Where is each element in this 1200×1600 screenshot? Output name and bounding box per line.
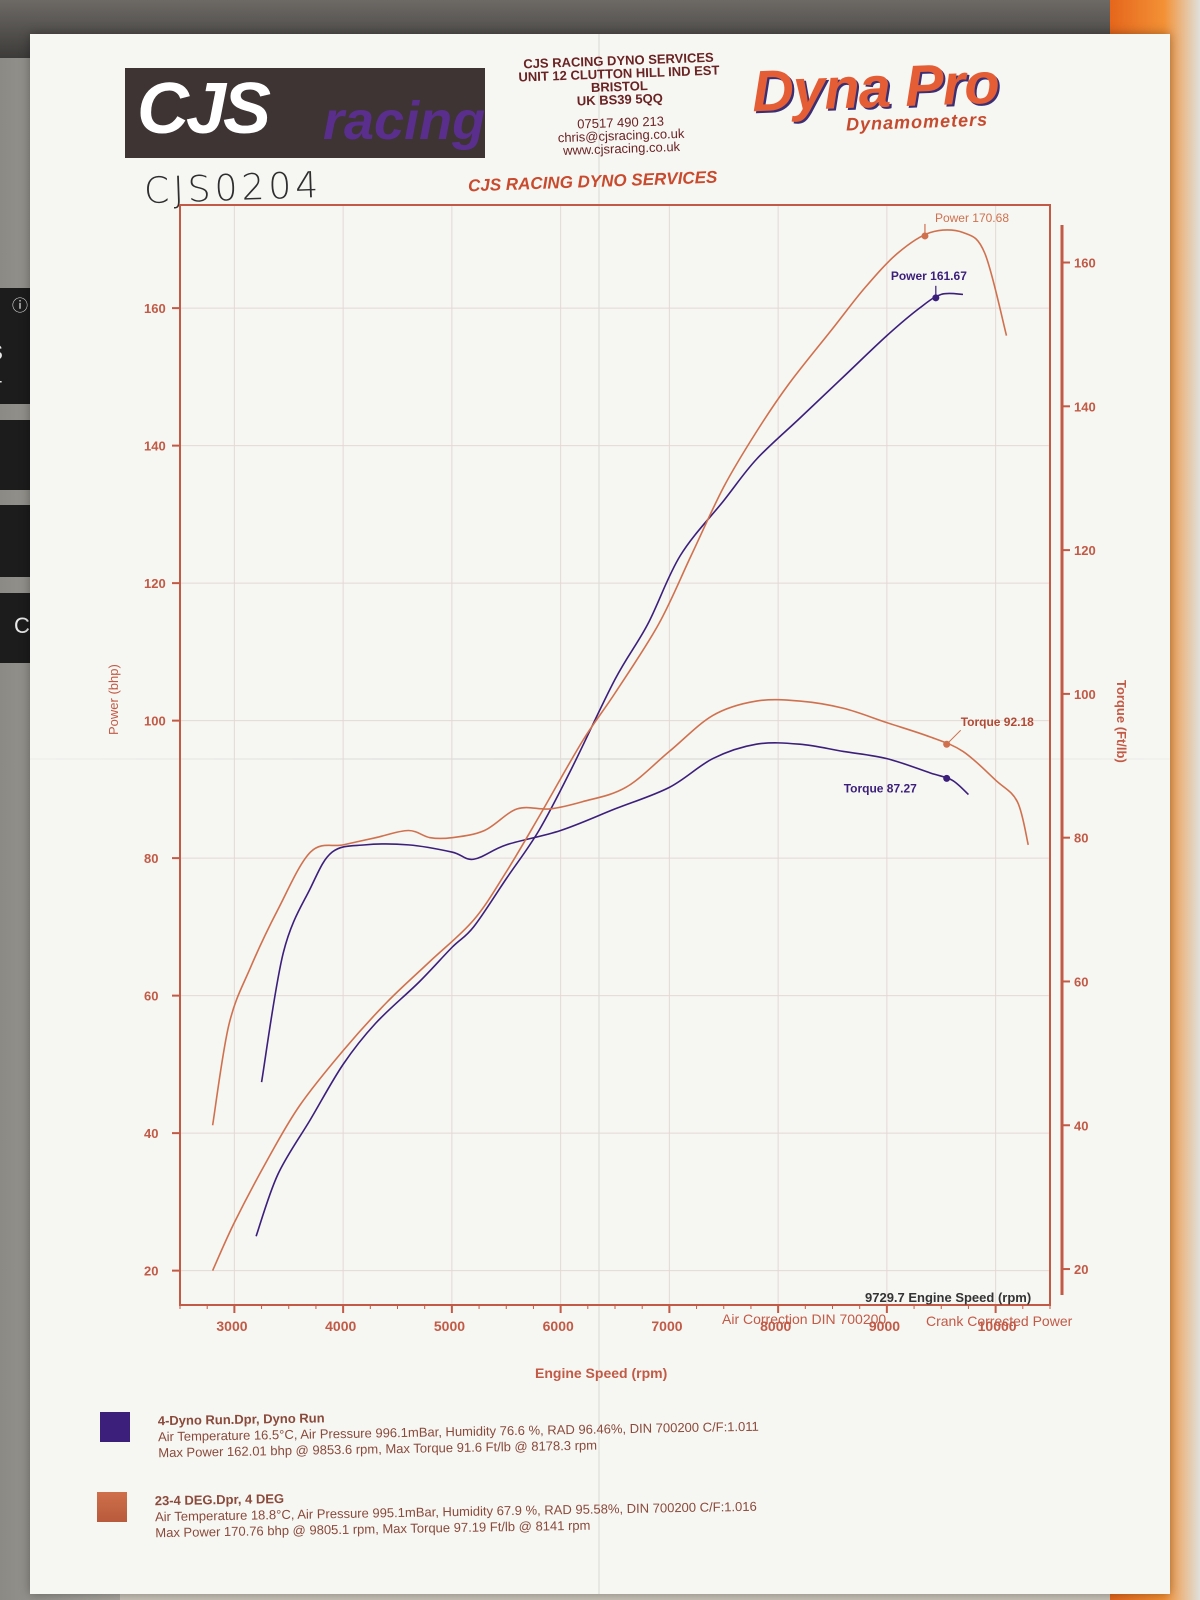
x-tick-label: 6000 — [543, 1318, 574, 1334]
y-right-tick-label: 20 — [1074, 1262, 1088, 1277]
y-right-tick-label: 100 — [1074, 687, 1096, 702]
y-left-tick-label: 140 — [144, 439, 166, 454]
corrected-power-label: Crank Corrected Power — [926, 1313, 1073, 1329]
x-axis-label: Engine Speed (rpm) — [535, 1365, 667, 1381]
power-line-run1 — [255, 292, 964, 1237]
x-tick-label: 5000 — [434, 1318, 465, 1334]
y-right-tick-label: 140 — [1074, 399, 1096, 414]
grid — [180, 205, 1050, 1305]
key-label: C — [14, 613, 30, 638]
series-lines — [211, 229, 1030, 1271]
paper-fold — [598, 34, 600, 1594]
y-right-tick-label: 40 — [1074, 1118, 1088, 1133]
y-axis-right-label: Torque (Ft/lb) — [1114, 680, 1129, 763]
y-left-tick-label: 100 — [144, 714, 166, 729]
plot-frame — [179, 204, 1051, 1306]
x-tick-label: 10000 — [978, 1318, 1017, 1334]
paper-fold — [30, 758, 1170, 760]
axis-ticks: 3000 4000 5000 6000 7000 8000 9000 10000 20 40 60 8… — [144, 256, 1096, 1334]
torque-marker-leader — [946, 729, 962, 745]
logo-subtext: racing — [323, 91, 485, 151]
y-axis-left-label: Power (bhp) — [106, 664, 121, 735]
x-tick-label: 9000 — [869, 1318, 900, 1334]
dyno-sheet — [30, 34, 1170, 1594]
x-tick-label: 7000 — [651, 1318, 682, 1334]
y-right-tick-label: 120 — [1074, 543, 1096, 558]
air-correction-label: Air Correction DIN 700200 — [722, 1311, 886, 1327]
power-line-run2 — [211, 229, 1008, 1271]
y-right-tick-label: 80 — [1074, 831, 1088, 846]
y-left-tick-label: 160 — [144, 301, 166, 316]
max-markers: Power 161.67 Torque 87.27 Power 170.68 Torq… — [844, 211, 1034, 795]
power-max-label: Power 161.67 — [891, 269, 967, 283]
x-tick-label: 8000 — [760, 1318, 791, 1334]
torque-max-marker — [943, 774, 951, 782]
torque-line-run1 — [260, 742, 969, 1083]
y-right-tick-label: 160 — [1074, 256, 1096, 271]
torque-line-run2 — [211, 698, 1030, 1126]
cursor-readout: 9729.7 Engine Speed (rpm) — [865, 1290, 1031, 1305]
y-left-tick-label: 120 — [144, 576, 166, 591]
info-icon: ⓘ — [12, 298, 29, 315]
y-left-tick-label: 40 — [144, 1126, 158, 1141]
torque-max-label: Torque 92.18 — [961, 715, 1034, 729]
x-tick-label: 3000 — [216, 1318, 247, 1334]
y-left-tick-label: 20 — [144, 1264, 158, 1279]
key-label: 4 — [0, 366, 2, 392]
power-max-label: Power 170.68 — [935, 211, 1009, 225]
x-tick-label: 4000 — [325, 1318, 356, 1334]
key-label: $ — [0, 340, 2, 366]
legend-swatch-run1 — [100, 1412, 130, 1442]
y-left-tick-label: 80 — [144, 851, 158, 866]
y-right-tick-label: 60 — [1074, 974, 1088, 989]
y-left-tick-label: 60 — [144, 989, 158, 1004]
legend-swatch-run2 — [97, 1492, 127, 1522]
cjs-racing-logo: CJS racing — [125, 68, 485, 158]
logo-text: CJS — [137, 69, 271, 149]
torque-max-label: Torque 87.27 — [844, 781, 917, 795]
